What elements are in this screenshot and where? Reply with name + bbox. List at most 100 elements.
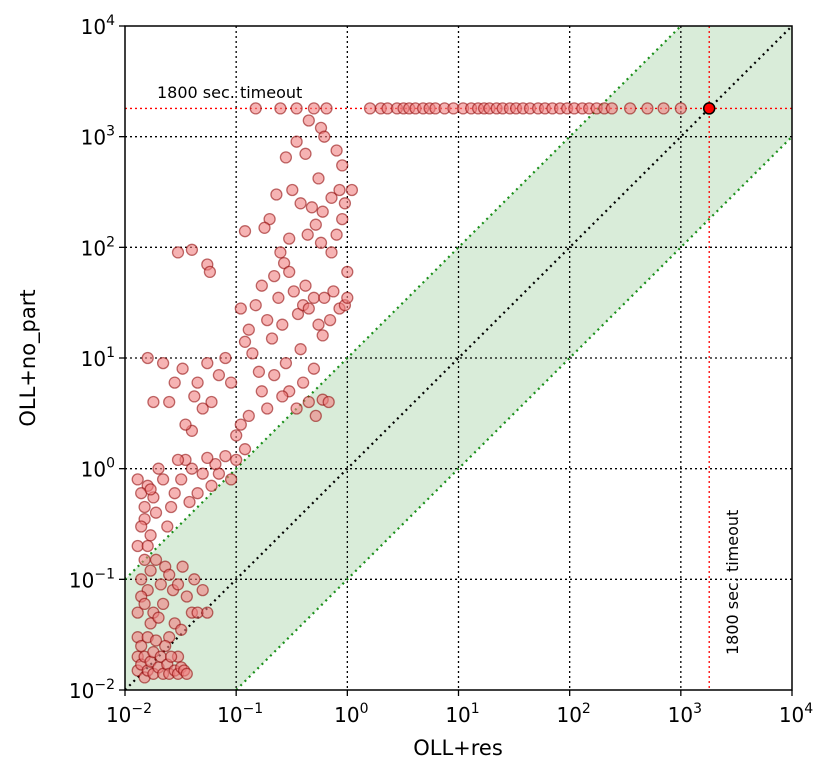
data-point xyxy=(242,323,255,336)
x-tick-label: 10−1 xyxy=(217,701,263,727)
data-point xyxy=(219,449,232,463)
data-point xyxy=(138,500,151,514)
data-point xyxy=(268,269,281,283)
data-point xyxy=(152,611,165,624)
data-point xyxy=(261,402,274,415)
data-point xyxy=(249,299,262,312)
data-point xyxy=(168,376,181,389)
data-point xyxy=(183,495,196,509)
data-point xyxy=(341,265,354,279)
data-point xyxy=(164,500,178,514)
data-point xyxy=(141,539,154,553)
data-point xyxy=(180,667,193,680)
data-point xyxy=(294,343,307,356)
data-point xyxy=(201,356,214,370)
data-point xyxy=(301,228,314,241)
timeout-horizontal-label: 1800 sec. timeout xyxy=(157,83,302,102)
y-tick-label: 103 xyxy=(81,124,115,150)
data-point xyxy=(230,429,243,442)
y-tick-label: 101 xyxy=(81,345,115,371)
data-point xyxy=(274,102,287,115)
data-point xyxy=(152,462,165,475)
diagonal-line xyxy=(124,25,793,691)
y-tick-label: 100 xyxy=(81,456,115,482)
data-point xyxy=(191,487,204,500)
data-point xyxy=(323,313,337,327)
points-layer xyxy=(131,102,716,684)
data-point xyxy=(322,395,335,409)
data-point xyxy=(286,183,299,197)
data-point xyxy=(276,390,289,403)
data-point xyxy=(188,390,201,403)
data-point xyxy=(276,318,289,331)
data-point xyxy=(154,578,167,591)
data-point xyxy=(131,606,144,619)
data-point xyxy=(185,243,199,256)
data-point xyxy=(283,232,296,245)
data-point xyxy=(255,385,268,398)
data-point xyxy=(135,573,148,586)
data-point xyxy=(224,473,238,486)
data-point xyxy=(201,451,214,465)
y-tick-label: 10−1 xyxy=(69,566,115,592)
data-point xyxy=(307,362,321,375)
data-point xyxy=(316,329,329,342)
data-point xyxy=(290,402,303,415)
data-point xyxy=(205,479,218,492)
data-point xyxy=(314,236,328,249)
data-point xyxy=(149,506,163,519)
data-point xyxy=(325,246,338,259)
data-point xyxy=(333,183,346,197)
data-point xyxy=(163,395,176,409)
data-point xyxy=(168,487,181,500)
data-point xyxy=(156,597,170,611)
x-tick-label: 102 xyxy=(556,701,590,727)
data-point xyxy=(330,228,343,241)
data-point xyxy=(336,212,349,226)
data-point xyxy=(318,130,331,143)
data-point xyxy=(138,553,151,566)
data-point xyxy=(249,102,262,115)
data-point xyxy=(131,473,144,486)
data-point xyxy=(605,102,619,115)
data-point xyxy=(312,318,325,331)
data-point xyxy=(265,332,279,345)
data-point xyxy=(176,560,189,573)
data-point xyxy=(307,102,321,115)
data-point xyxy=(196,467,209,480)
timeout-vertical-label: 1800 sec. timeout xyxy=(723,510,742,655)
data-point xyxy=(230,453,243,467)
data-point xyxy=(147,395,160,409)
x-tick-label: 104 xyxy=(779,701,813,727)
data-point xyxy=(176,362,189,375)
data-point xyxy=(258,221,271,234)
data-point xyxy=(175,623,188,636)
data-point xyxy=(279,356,293,370)
x-axis-label: OLL+res xyxy=(413,736,503,760)
data-point xyxy=(255,279,268,292)
data-point xyxy=(641,102,654,115)
y-tick-label: 104 xyxy=(81,13,115,39)
data-point xyxy=(279,151,293,164)
data-point xyxy=(309,218,322,231)
data-point xyxy=(238,225,252,238)
tick-layer: 10−2 10−1 100 101 102 103 104 10−2 10−1 100 101 102… xyxy=(69,13,813,727)
data-point xyxy=(234,418,247,431)
data-point xyxy=(296,376,310,389)
x-tick-label: 103 xyxy=(668,701,702,727)
data-point xyxy=(159,639,172,653)
data-point xyxy=(272,291,285,304)
data-point xyxy=(179,418,192,431)
data-point xyxy=(302,302,315,315)
data-point xyxy=(320,102,333,115)
data-point xyxy=(268,368,281,382)
data-point xyxy=(674,102,687,115)
data-point xyxy=(196,402,209,415)
data-point xyxy=(171,578,185,591)
data-point xyxy=(234,302,247,315)
data-point xyxy=(156,356,170,370)
data-point xyxy=(185,462,199,475)
y-tick-label: 10−2 xyxy=(69,677,115,703)
data-point xyxy=(318,291,331,304)
